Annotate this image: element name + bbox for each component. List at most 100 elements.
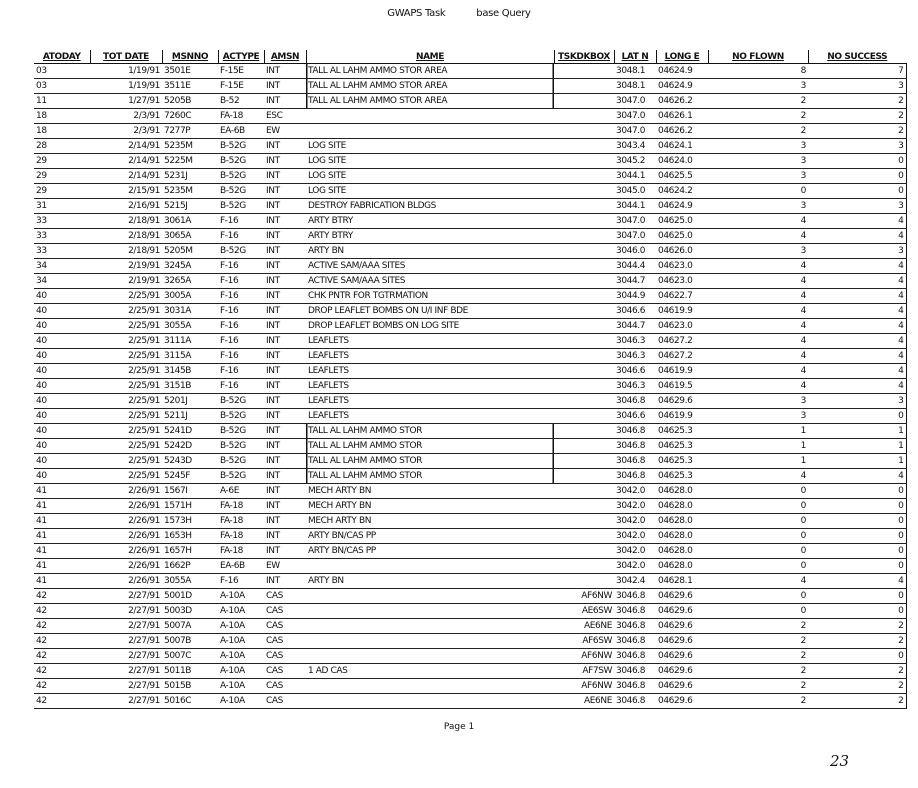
cell-atoday: 40	[34, 423, 90, 439]
cell-tot-date: 2/26/91	[90, 528, 162, 544]
column-header-actype: ACTYPE	[217, 50, 264, 64]
cell-actype: FA-18	[218, 108, 264, 124]
cell-long-e: 04626.2	[656, 93, 708, 109]
cell-amsn: INT	[264, 213, 306, 229]
cell-msnno: 3511E	[162, 78, 218, 94]
cell-long-e: 04629.6	[656, 693, 708, 709]
table-row: 40 2/25/91 3151B F-16 INT LEAFLETS 3046.3 04619…	[34, 378, 907, 394]
cell-no-success: 4	[808, 468, 907, 484]
cell-atoday: 41	[34, 498, 90, 514]
cell-tskdkbox	[554, 183, 614, 199]
cell-long-e: 04628.0	[656, 498, 708, 514]
cell-tskdkbox	[554, 258, 614, 274]
cell-name	[306, 618, 554, 634]
cell-name: LEAFLETS	[306, 348, 554, 364]
cell-lat-n: 3046.8	[614, 693, 656, 709]
cell-tskdkbox	[554, 453, 614, 469]
column-header-no-flown: NO FLOWN	[707, 50, 808, 64]
cell-tskdkbox	[554, 213, 614, 229]
cell-tskdkbox: AF6NW	[554, 678, 614, 694]
cell-tot-date: 2/25/91	[90, 288, 162, 304]
table-row: 34 2/19/91 3245A F-16 INT ACTIVE SAM/AAA SITE…	[34, 258, 907, 274]
cell-atoday: 42	[34, 618, 90, 634]
cell-no-flown: 4	[708, 228, 808, 244]
cell-no-flown: 4	[708, 288, 808, 304]
cell-msnno: 5007C	[162, 648, 218, 664]
table-row: 42 2/27/91 5003D A-10A CAS AE6SW 3046.8 04629.6…	[34, 603, 907, 619]
cell-no-success: 2	[808, 123, 907, 139]
cell-tot-date: 2/27/91	[90, 663, 162, 679]
cell-actype: A-10A	[218, 588, 264, 604]
cell-msnno: 5231J	[162, 168, 218, 184]
cell-long-e: 04619.9	[656, 408, 708, 424]
table-row: 03 1/19/91 3501E F-15E INT TALL AL LAHM AMMO …	[34, 63, 907, 79]
cell-tskdkbox	[554, 483, 614, 499]
cell-actype: A-10A	[218, 678, 264, 694]
cell-no-success: 2	[808, 678, 907, 694]
cell-amsn: INT	[264, 468, 306, 484]
cell-lat-n: 3046.8	[614, 618, 656, 634]
cell-amsn: INT	[264, 423, 306, 439]
cell-name: LEAFLETS	[306, 393, 554, 409]
cell-no-flown: 1	[708, 438, 808, 454]
column-header-name: NAME	[305, 50, 554, 64]
cell-atoday: 40	[34, 303, 90, 319]
cell-tskdkbox: AF6SW	[554, 633, 614, 649]
cell-no-success: 0	[808, 168, 907, 184]
cell-atoday: 33	[34, 228, 90, 244]
cell-actype: B-52G	[218, 138, 264, 154]
table-row: 40 2/25/91 5211J B-52G INT LEAFLETS 3046.6 0461…	[34, 408, 907, 424]
cell-no-success: 3	[808, 78, 907, 94]
table-row: 42 2/27/91 5007A A-10A CAS AE6NE 3046.8 04629.6…	[34, 618, 907, 634]
cell-tot-date: 2/14/91	[90, 138, 162, 154]
cell-no-success: 4	[808, 573, 907, 589]
table-row: 40 2/25/91 3145B F-16 INT LEAFLETS 3046.6 04619…	[34, 363, 907, 379]
cell-no-flown: 2	[708, 678, 808, 694]
cell-actype: F-16	[218, 288, 264, 304]
cell-no-flown: 4	[708, 348, 808, 364]
cell-long-e: 04628.1	[656, 573, 708, 589]
cell-no-flown: 3	[708, 393, 808, 409]
cell-tskdkbox	[554, 303, 614, 319]
cell-lat-n: 3044.1	[614, 168, 656, 184]
cell-tskdkbox: AE6NE	[554, 693, 614, 709]
cell-tskdkbox	[554, 168, 614, 184]
cell-tskdkbox	[554, 153, 614, 169]
cell-no-success: 4	[808, 348, 907, 364]
cell-no-flown: 4	[708, 273, 808, 289]
table-row: 40 2/25/91 5243D B-52G INT TALL AL LAHM AMMO …	[34, 453, 907, 469]
cell-tot-date: 2/25/91	[90, 348, 162, 364]
cell-no-success: 2	[808, 108, 907, 124]
cell-atoday: 41	[34, 528, 90, 544]
cell-amsn: CAS	[264, 678, 306, 694]
cell-lat-n: 3046.3	[614, 348, 656, 364]
cell-no-flown: 2	[708, 648, 808, 664]
cell-no-flown: 2	[708, 633, 808, 649]
cell-lat-n: 3046.6	[614, 363, 656, 379]
cell-lat-n: 3042.0	[614, 558, 656, 574]
cell-lat-n: 3046.8	[614, 678, 656, 694]
cell-no-success: 0	[808, 153, 907, 169]
cell-amsn: INT	[264, 543, 306, 559]
cell-no-success: 4	[808, 288, 907, 304]
cell-name	[306, 648, 554, 664]
cell-no-flown: 4	[708, 363, 808, 379]
cell-tskdkbox	[554, 348, 614, 364]
cell-actype: F-16	[218, 303, 264, 319]
cell-amsn: CAS	[264, 618, 306, 634]
cell-no-flown: 2	[708, 663, 808, 679]
title-left: GWAPS Task	[387, 8, 446, 19]
table-row: 18 2/3/91 7277P EA-6B EW 3047.0 04626.2 2 2	[34, 123, 907, 139]
cell-long-e: 04629.6	[656, 633, 708, 649]
cell-tot-date: 2/14/91	[90, 153, 162, 169]
cell-no-success: 7	[808, 63, 907, 79]
table-row: 42 2/27/91 5011B A-10A CAS 1 AD CAS AF7SW 3046.…	[34, 663, 907, 679]
cell-tskdkbox	[554, 333, 614, 349]
cell-msnno: 1657H	[162, 543, 218, 559]
cell-tskdkbox	[554, 423, 614, 439]
cell-actype: FA-18	[218, 528, 264, 544]
cell-long-e: 04626.1	[656, 108, 708, 124]
cell-lat-n: 3046.8	[614, 423, 656, 439]
cell-no-flown: 1	[708, 423, 808, 439]
cell-amsn: INT	[264, 303, 306, 319]
